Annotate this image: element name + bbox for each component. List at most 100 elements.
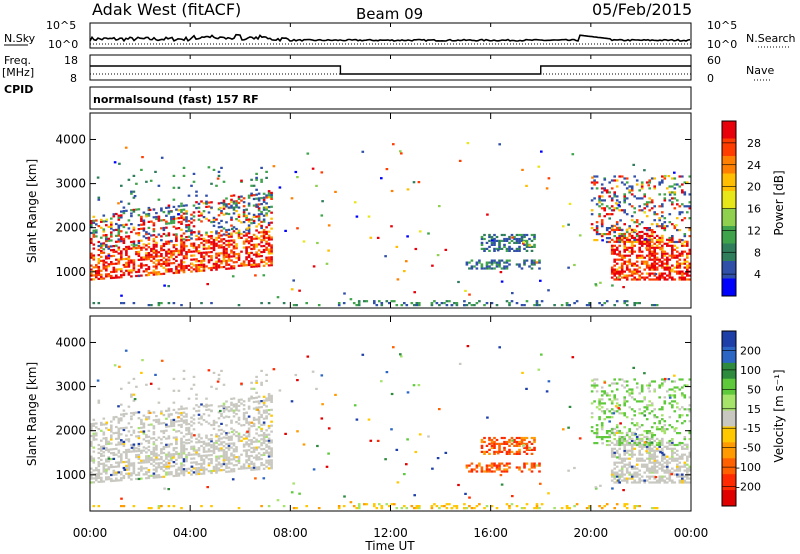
range-cell bbox=[250, 243, 253, 247]
range-cell bbox=[195, 469, 198, 472]
range-cell bbox=[195, 437, 198, 440]
range-cell bbox=[342, 505, 346, 508]
range-cell bbox=[160, 235, 163, 238]
range-cell bbox=[515, 233, 519, 237]
range-cell bbox=[640, 250, 644, 253]
range-cell bbox=[668, 457, 672, 460]
range-cell bbox=[613, 447, 616, 450]
range-cell bbox=[130, 412, 133, 415]
range-cell bbox=[508, 440, 511, 444]
range-cell bbox=[683, 438, 687, 441]
range-cell bbox=[252, 407, 256, 410]
range-cell bbox=[327, 249, 330, 252]
range-cell bbox=[250, 263, 253, 266]
range-cell bbox=[180, 439, 183, 442]
range-cell bbox=[212, 469, 216, 472]
range-cell bbox=[217, 467, 221, 470]
range-cell bbox=[522, 242, 525, 245]
range-cell bbox=[112, 276, 116, 279]
range-cell bbox=[470, 265, 474, 268]
range-cell bbox=[247, 445, 251, 448]
range-cell bbox=[167, 445, 171, 448]
range-cell bbox=[671, 479, 674, 482]
range-cell bbox=[618, 477, 621, 480]
range-cell bbox=[475, 464, 479, 467]
range-cell bbox=[100, 445, 103, 448]
range-cell bbox=[162, 262, 166, 265]
range-cell bbox=[133, 398, 137, 401]
range-cell bbox=[100, 454, 103, 457]
range-cell bbox=[613, 431, 616, 434]
range-cell bbox=[255, 215, 258, 218]
range-cell bbox=[262, 248, 266, 252]
range-cell bbox=[663, 199, 667, 202]
range-cell bbox=[260, 255, 263, 258]
range-cell bbox=[453, 505, 456, 508]
range-cell bbox=[210, 460, 213, 463]
range-cell bbox=[445, 503, 449, 506]
range-cell bbox=[643, 443, 646, 447]
range-cell bbox=[250, 236, 253, 239]
range-cell bbox=[270, 217, 273, 220]
range-cell bbox=[525, 387, 528, 390]
range-cell bbox=[458, 159, 462, 162]
range-cell bbox=[105, 269, 108, 272]
range-cell bbox=[197, 252, 201, 255]
range-cell bbox=[635, 268, 639, 271]
range-cell bbox=[480, 247, 484, 250]
range-cell bbox=[593, 400, 596, 403]
range-cell bbox=[180, 464, 183, 467]
range-cell bbox=[355, 215, 359, 218]
range-cell bbox=[628, 428, 631, 431]
range-cell bbox=[92, 254, 96, 257]
range-cell bbox=[653, 459, 656, 462]
range-cell bbox=[145, 457, 148, 460]
range-cell bbox=[463, 300, 466, 303]
range-cell bbox=[105, 460, 108, 463]
range-cell bbox=[219, 206, 222, 210]
range-cell bbox=[603, 209, 606, 212]
range-cell bbox=[438, 205, 441, 208]
range-cell bbox=[635, 221, 639, 224]
range-cell bbox=[282, 505, 286, 508]
range-cell bbox=[500, 233, 504, 237]
range-cell bbox=[117, 262, 121, 265]
range-cell bbox=[255, 428, 258, 431]
range-cell bbox=[605, 240, 609, 244]
range-cell bbox=[645, 248, 649, 251]
range-cell bbox=[510, 436, 514, 440]
range-cell bbox=[485, 464, 489, 467]
range-cell bbox=[628, 191, 631, 194]
range-cell bbox=[92, 278, 96, 281]
range-cell bbox=[190, 447, 193, 450]
range-cell bbox=[262, 434, 266, 437]
range-cell bbox=[260, 415, 263, 419]
range-cell bbox=[620, 236, 624, 239]
range-cell bbox=[620, 471, 624, 474]
range-cell bbox=[613, 248, 616, 251]
range-cell bbox=[92, 438, 96, 441]
x-axis-label: Time UT bbox=[364, 539, 415, 553]
range-cell bbox=[610, 270, 614, 273]
range-cell bbox=[567, 426, 570, 429]
range-cell bbox=[195, 461, 198, 464]
range-cell bbox=[675, 427, 678, 430]
range-cell bbox=[212, 168, 216, 171]
range-cell bbox=[115, 461, 118, 464]
range-cell bbox=[676, 199, 679, 202]
range-cell bbox=[615, 481, 619, 484]
range-cell bbox=[230, 454, 233, 457]
range-cell bbox=[215, 230, 218, 233]
range-cell bbox=[230, 224, 233, 227]
range-cell bbox=[147, 429, 151, 432]
range-cell bbox=[115, 250, 118, 253]
range-cell bbox=[671, 441, 674, 444]
range-cell bbox=[645, 445, 649, 448]
range-cell bbox=[177, 466, 181, 469]
range-cell bbox=[645, 447, 649, 450]
range-cell bbox=[220, 469, 223, 472]
range-cell bbox=[628, 437, 631, 440]
range-cell bbox=[683, 447, 687, 450]
range-cell bbox=[252, 466, 256, 469]
range-cell bbox=[520, 470, 524, 473]
